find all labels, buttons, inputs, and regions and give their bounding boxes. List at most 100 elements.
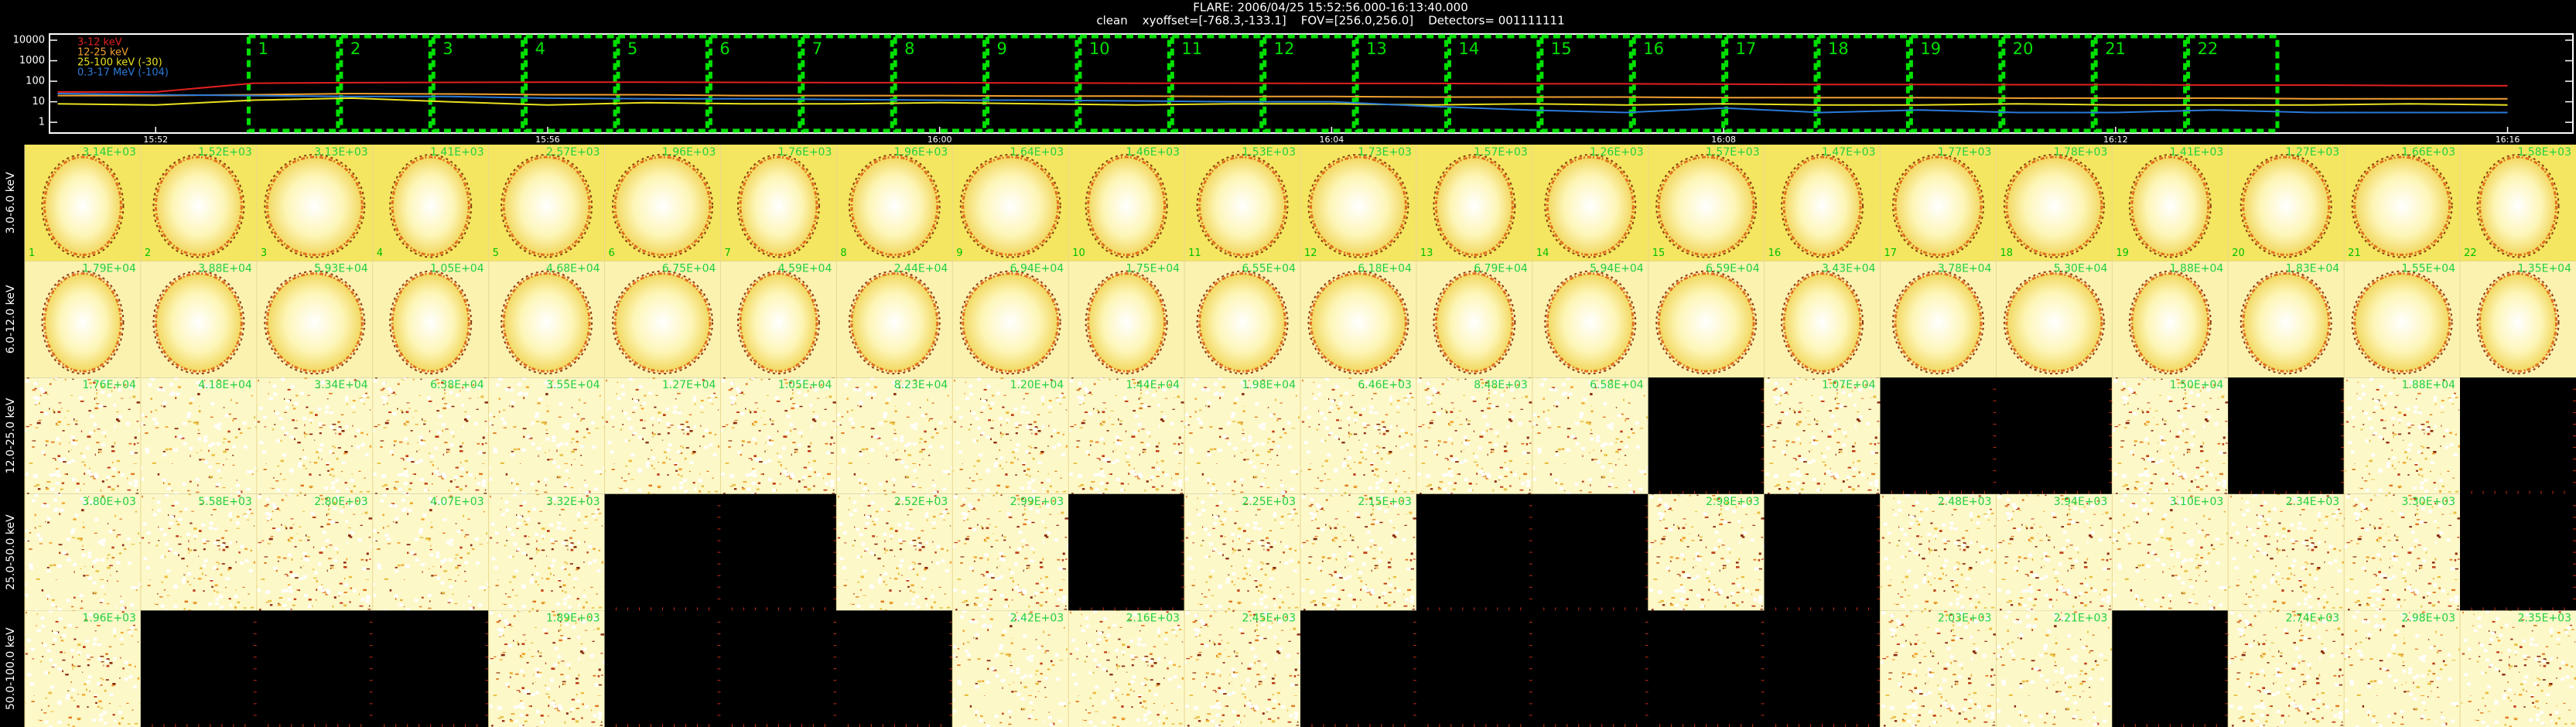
image-cell: 6.38E+04 — [372, 377, 489, 494]
peak-label: 2.48E+03 — [1938, 496, 1992, 508]
source — [850, 272, 939, 373]
source-edge — [1307, 270, 1409, 375]
image-noise — [25, 610, 141, 727]
peak-label: 1.52E+03 — [198, 146, 252, 159]
image-noise — [1532, 377, 1648, 494]
image-noise — [1880, 610, 1997, 727]
interval-label: 4 — [535, 39, 545, 58]
x-tick-label: 16:04 — [1320, 135, 1344, 145]
source-edge — [1433, 270, 1516, 375]
image-cell: 2.48E+03 — [1880, 493, 1997, 611]
source-edge — [2239, 154, 2332, 258]
image-cell: 2.15E+03 — [1300, 493, 1416, 611]
source-edge — [1892, 154, 1984, 258]
source — [2005, 155, 2103, 257]
series-line — [57, 93, 2508, 114]
cell-number: 19 — [2116, 247, 2129, 259]
image-noise — [836, 493, 953, 611]
image-noise — [256, 493, 373, 611]
image-cell: 6.94E+04 — [951, 261, 1069, 378]
interval-label: 10 — [1089, 39, 1110, 58]
plot-frame — [49, 33, 2574, 134]
image-cell: 1.44E+04 — [1068, 377, 1185, 494]
peak-label: 1.07E+04 — [1822, 379, 1876, 391]
peak-label: 1.05E+04 — [778, 379, 832, 391]
image-cell — [1764, 610, 1881, 727]
image-cell: 3.78E+04 — [1880, 261, 1997, 378]
image-cell — [1648, 610, 1765, 727]
image-noise — [1996, 610, 2113, 727]
image-cell: 12 1.73E+03 — [1300, 145, 1416, 261]
peak-label: 3.34E+04 — [314, 379, 368, 391]
legend-entry: 25-100 keV (-30) — [77, 57, 162, 69]
peak-label: 2.03E+03 — [1938, 612, 1992, 624]
image-noise — [1648, 493, 1765, 611]
interval-label: 5 — [627, 39, 637, 58]
image-noise — [1184, 377, 1300, 494]
empty-image — [720, 610, 837, 727]
interval-label: 8 — [904, 39, 914, 58]
image-cell — [1880, 377, 1997, 494]
image-cell — [2460, 493, 2576, 611]
image-cell: 3.32E+03 — [488, 493, 605, 611]
image-cell: 2.99E+03 — [951, 493, 1069, 611]
interval-box — [893, 34, 987, 133]
peak-label: 1.05E+04 — [430, 263, 484, 275]
image-noise — [1068, 377, 1185, 494]
image-cell: 5.30E+04 — [1995, 261, 2113, 378]
image-noise — [604, 377, 721, 494]
image-noise — [720, 377, 837, 494]
source — [1434, 272, 1514, 373]
image-cell: 2 1.52E+03 — [140, 145, 257, 261]
legend-entry: 0.3-17 MeV (-104) — [77, 67, 169, 79]
image-noise — [2112, 377, 2229, 494]
row-label: 3.0-6.0 keV — [5, 172, 17, 234]
image-cell — [2228, 377, 2345, 494]
x-tick-label: 16:00 — [928, 135, 952, 145]
source-edge — [2351, 270, 2453, 375]
peak-label: 2.80E+03 — [314, 496, 368, 508]
peak-label: 3.14E+03 — [82, 146, 136, 159]
image-cell: 8.48E+03 — [1416, 377, 1532, 494]
empty-image — [2228, 377, 2345, 494]
peak-label: 2.21E+03 — [2054, 612, 2108, 624]
image-cell: 1.89E+03 — [488, 610, 605, 727]
peak-label: 1.27E+04 — [662, 379, 716, 391]
source-edge — [1196, 270, 1289, 375]
image-noise — [1416, 377, 1532, 494]
peak-label: 6.18E+04 — [1358, 263, 1412, 275]
image-cell — [1764, 493, 1881, 611]
source-edge — [848, 270, 941, 375]
source — [1894, 155, 1983, 257]
cell-number: 10 — [1072, 247, 1085, 259]
cell-number: 7 — [724, 247, 730, 259]
cell-number: 6 — [609, 247, 615, 259]
cell-number: 14 — [1536, 247, 1549, 259]
image-cell: 1.76E+04 — [24, 377, 141, 494]
x-tick-label: 16:16 — [2496, 135, 2520, 145]
image-cell — [1648, 377, 1765, 494]
source-edge — [2003, 270, 2105, 375]
empty-image — [604, 493, 721, 611]
peak-label: 2.44E+04 — [894, 263, 948, 275]
cell-number: 17 — [1884, 247, 1898, 259]
image-cell: 2.34E+03 — [2227, 493, 2345, 611]
peak-label: 3.78E+04 — [1938, 263, 1992, 275]
peak-label: 3.30E+03 — [2402, 496, 2456, 508]
image-cell: 5.94E+04 — [1532, 261, 1648, 378]
image-noise — [1996, 493, 2113, 611]
image-cell: 1.55E+04 — [2343, 261, 2461, 378]
empty-image — [372, 610, 489, 727]
peak-label: 2.34E+03 — [2286, 496, 2340, 508]
image-cell: 2.52E+03 — [835, 493, 953, 611]
peak-label: 6.75E+04 — [662, 263, 716, 275]
image-cell: 10 1.46E+03 — [1068, 145, 1185, 261]
image-cell: 6.75E+04 — [604, 261, 721, 378]
source-edge — [1544, 154, 1637, 258]
series-line — [57, 92, 2508, 100]
image-noise — [2112, 493, 2229, 611]
interval-label: 21 — [2105, 39, 2126, 58]
image-cell: 2.03E+03 — [1880, 610, 1997, 727]
source-edge — [1655, 154, 1758, 258]
